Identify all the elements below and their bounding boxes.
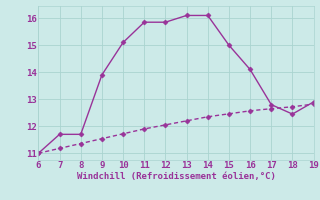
X-axis label: Windchill (Refroidissement éolien,°C): Windchill (Refroidissement éolien,°C) [76, 172, 276, 181]
